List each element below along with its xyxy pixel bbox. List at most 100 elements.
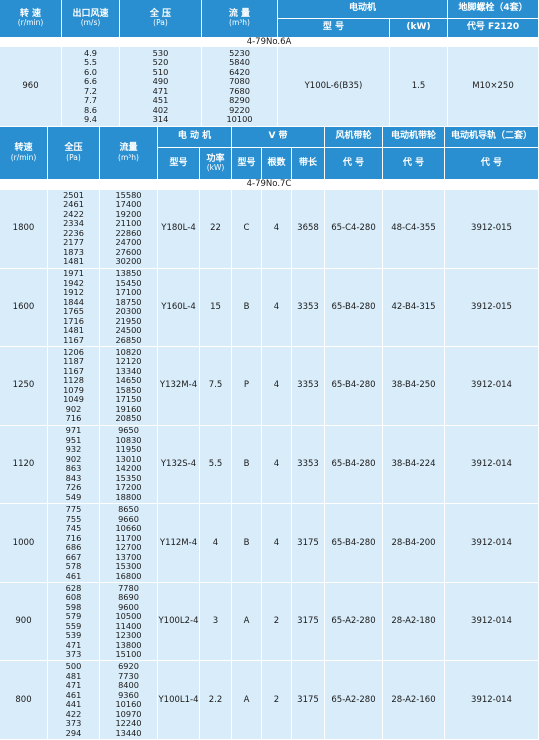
belt-cell: P [232,347,262,426]
pressure-list-value: 500 [65,661,82,672]
rail-cell: 3912-014 [445,347,539,426]
rail-cell: 3912-015 [445,190,539,269]
sub-header-text: 代 号 [480,157,503,168]
group-header: 电动机 [278,0,448,19]
sub-header-text: 型号 [237,157,256,168]
flow-list-value: 12240 [115,718,142,729]
flow-list-value: 13700 [115,551,142,562]
motor-pulley-cell: 28-A2-160 [383,661,445,740]
flow-list-value: 7730 [118,670,139,681]
fan-pulley-cell: 65-C4-280 [325,190,383,269]
pressure-list-value: 1716 [63,315,84,326]
rail-cell: 3912-014 [445,425,539,505]
column-header: 全压 (Pa) [48,127,100,180]
column-header-text: (m³h) [229,18,250,28]
pressure-list: 530 520 510 490 471 451 402 314 [120,47,202,127]
power-cell: 1.5 [390,47,448,127]
fan-pulley-cell: 65-A2-280 [325,661,383,740]
length-cell: 3175 [292,661,325,740]
motor-pulley-cell-text: 42-B4-315 [391,301,436,312]
pressure-list-value: 530 [152,47,169,58]
flow-list-value: 20300 [115,306,142,317]
length-cell: 3175 [292,582,325,662]
column-header-text: (Pa) [153,18,168,28]
flow-list-value: 10830 [115,434,142,445]
pressure-list-value: 902 [65,403,82,414]
flow-list-value: 6920 [118,661,139,672]
length-cell-text: 3175 [297,694,319,705]
flow-list-value: 11700 [115,532,142,543]
flow-list-value: 26850 [115,334,142,345]
belt-cell: B [232,425,262,505]
pressure-list-value: 2334 [63,218,84,229]
pressure-list-value: 1079 [63,384,84,395]
flow-list-value: 5230 [229,47,250,58]
fan-pulley-cell: 65-B4-280 [325,268,383,348]
column-header: 转 速 (r/min) [0,0,62,38]
pressure-list-value: 716 [65,532,82,543]
group-header-text: 地脚螺栓（4套） [458,3,528,14]
count-cell-text: 2 [273,616,280,627]
pressure-list: 1971 1942 1912 1844 1765 1716 1481 1167 [48,268,100,348]
count-cell-text: 4 [273,301,280,312]
power-cell-text: 3 [212,616,219,627]
motor-pulley-cell: 38-B4-224 [383,425,445,505]
length-cell: 3353 [292,268,325,348]
fan-pulley-cell-text: 65-B4-280 [331,301,376,312]
group-header-text: 风机带轮 [335,131,372,142]
pressure-list: 628 608 598 579 559 539 471 373 [48,582,100,662]
outlet-list-value: 7.2 [83,85,98,96]
pressure-list-value: 863 [65,463,82,474]
pressure-list-value: 686 [65,542,82,553]
belt-cell: B [232,268,262,348]
flow-list: 13850 15450 17100 18750 20300 21950 24500 26850 [100,268,158,348]
speed-cell: 960 [0,47,62,127]
sub-header-text: 代号 F2120 [466,22,520,33]
belt-cell-text: B [243,459,250,470]
flow-list: 7780 8690 9600 10500 11400 12300 13800 15100 [100,582,158,662]
flow-list-value: 11400 [115,620,142,631]
group-header: 地脚螺栓（4套） [448,0,539,19]
flow-list-value: 14650 [115,375,142,386]
belt-cell: A [232,661,262,740]
power-cell: 22 [200,190,232,269]
flow-list-value: 30200 [115,256,142,267]
sub-header-text: 代 号 [342,157,365,168]
flow-list-value: 15450 [115,277,142,288]
pressure-list-value: 490 [152,76,169,86]
rail-cell-text: 3912-014 [471,616,512,627]
flow-list-value: 17200 [115,482,142,493]
group-header: 电动机带轮 [383,127,445,148]
pressure-list: 971 951 932 902 863 843 726 549 [48,425,100,505]
section-label: 4-79No.7C [0,180,539,190]
length-cell-text: 3175 [297,537,319,548]
speed-cell-text: 1800 [12,223,35,234]
speed-cell-text: 960 [22,81,39,92]
motor-pulley-cell-text: 28-A2-180 [391,616,436,627]
pressure-list-value: 549 [65,491,82,502]
speed-cell: 800 [0,661,48,740]
speed-cell-text: 900 [15,616,32,627]
pressure-list-value: 373 [65,649,82,660]
sub-header: 功率 (kW) [200,148,232,180]
flow-list-value: 27600 [115,246,142,257]
pressure-list: 1206 1187 1167 1128 1079 1049 902 716 [48,347,100,426]
group-header-text: 电 动 机 [177,131,212,142]
motor-pulley-cell-text: 28-A2-160 [391,694,436,705]
flow-list: 10820 12120 13340 14650 15850 17150 19160 20850 [100,347,158,426]
flow-list-value: 22860 [115,227,142,238]
length-cell: 3353 [292,347,325,426]
sub-header-text: 根数 [267,157,286,168]
model-cell-text: Y132M-4 [159,380,198,391]
length-cell-text: 3175 [297,616,319,627]
flow-list-value: 20850 [115,413,142,424]
pressure-list-value: 314 [152,114,169,124]
motor-pulley-cell-text: 38-B4-224 [391,459,436,470]
bolt-cell-text: M10×250 [472,81,514,92]
pressure-list-value: 2236 [63,227,84,238]
outlet-list-value: 9.4 [83,114,98,124]
count-cell-text: 2 [273,694,280,705]
count-cell-text: 4 [273,380,280,391]
sub-header: (kW) [390,19,448,38]
